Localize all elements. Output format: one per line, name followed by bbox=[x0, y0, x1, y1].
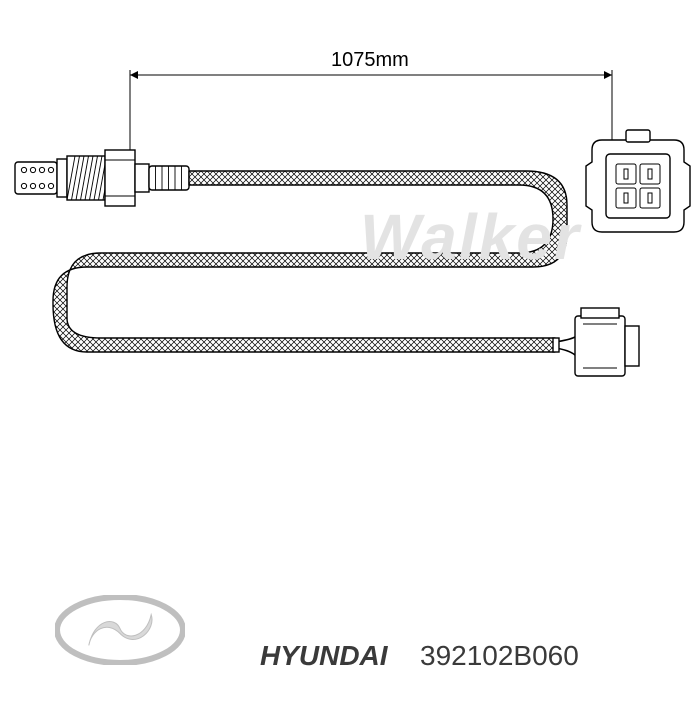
part-number: 392102B060 bbox=[420, 640, 579, 672]
hyundai-logo-svg bbox=[55, 595, 185, 665]
diagram-canvas: Walker 1075mm HYUNDAI 392102B060 bbox=[0, 0, 700, 700]
hyundai-logo bbox=[55, 595, 185, 665]
dimension-label: 1075mm bbox=[331, 49, 409, 72]
brand-label: HYUNDAI bbox=[260, 640, 388, 672]
